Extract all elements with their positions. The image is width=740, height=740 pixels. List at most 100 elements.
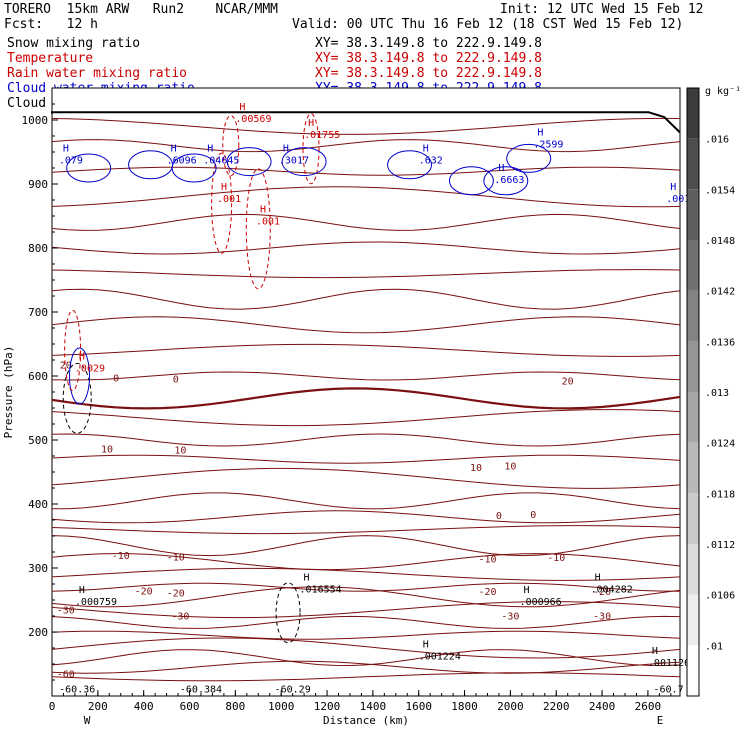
max-marker: H — [423, 640, 429, 651]
max-value-label: .001126 — [648, 658, 690, 669]
cloud-water-contour — [281, 147, 327, 177]
rain-contour — [302, 113, 320, 185]
field-xy: XY= 38.3.149.8 to 222.9.149.8 — [315, 36, 542, 51]
colorbar-frame — [686, 87, 700, 697]
cloud-water-contour — [171, 153, 217, 183]
isotherm-line — [51, 535, 681, 557]
isotherm-label: 0 — [496, 511, 502, 522]
isotherm-label: -30 — [171, 611, 189, 622]
field-xy: XY= 38.3.149.8 to 222.9.149.8 — [315, 66, 542, 81]
max-marker: H — [260, 204, 266, 215]
top-value-label: -60.384 — [180, 684, 222, 695]
isotherm-label: 0 — [530, 510, 536, 521]
max-value-label: .004282 — [591, 584, 633, 595]
isotherm-label: -10 — [112, 551, 130, 562]
max-marker: H — [221, 182, 227, 193]
x-tick-label: 400 — [134, 700, 154, 713]
x-tick-label: 2200 — [543, 700, 570, 713]
top-value-label: -60.7 — [653, 684, 683, 695]
colorbar-swatch — [687, 138, 699, 190]
colorbar-swatch — [687, 240, 699, 291]
x-tick-label: 1600 — [405, 700, 432, 713]
isotherm-label: 10 — [470, 463, 482, 474]
x-tick-label: 600 — [180, 700, 200, 713]
isotherm-label: 20 — [60, 360, 72, 371]
colorbar-swatch — [687, 341, 699, 392]
terrain-line — [51, 111, 681, 134]
isotherm-label: -10 — [167, 552, 185, 563]
max-value-label: .001 — [217, 194, 241, 205]
max-value-label: .00569 — [235, 114, 271, 125]
forecast-hour: Fcst: 12 h — [4, 17, 98, 32]
max-marker: H — [171, 144, 177, 155]
isotherm-label: 10 — [504, 462, 516, 473]
isotherm-line — [51, 269, 681, 279]
max-marker: H — [207, 144, 213, 155]
y-tick-label: 600 — [28, 370, 48, 383]
colorbar-swatch — [687, 392, 699, 443]
colorbar-label: .013 — [705, 388, 729, 399]
isotherm-line — [51, 601, 681, 619]
terrain-layer — [51, 111, 681, 134]
max-marker: H — [239, 102, 245, 113]
x-tick-label: 2400 — [589, 700, 616, 713]
plot-area — [51, 87, 681, 697]
rain-contour — [222, 115, 240, 177]
max-value-label: .000966 — [520, 597, 562, 608]
max-marker: H — [595, 572, 601, 583]
max-value-label: .6096 — [167, 156, 197, 167]
isotherm-label: -30 — [593, 611, 611, 622]
colorbar-unit: g kg⁻¹ — [705, 86, 740, 97]
model-config: 15km ARW — [66, 2, 130, 17]
isotherm-line — [51, 316, 681, 334]
isotherm-line — [51, 672, 681, 682]
isotherm-line — [51, 371, 681, 381]
isotherm-label: -20 — [593, 587, 611, 598]
isotherm-label: -60 — [57, 670, 75, 681]
y-tick-label: 700 — [28, 306, 48, 319]
max-value-label: .000759 — [75, 597, 117, 608]
isotherm-label: -10 — [547, 553, 565, 564]
isotherm-line — [51, 139, 681, 153]
isotherm-label: -20 — [167, 588, 185, 599]
colorbar-swatch — [687, 88, 699, 139]
snow-contour — [62, 362, 92, 434]
rain-contour — [245, 168, 271, 290]
colorbar-swatch — [687, 594, 699, 646]
x-tick-label: 0 — [49, 700, 56, 713]
model-org: NCAR/MMM — [215, 2, 278, 17]
cloud-water-contour — [448, 166, 494, 196]
max-marker: H — [652, 646, 658, 657]
max-marker: H — [498, 163, 504, 174]
isotherm-label: 10 — [174, 446, 186, 457]
max-value-label: .0017 — [666, 194, 696, 205]
y-tick-label: 500 — [28, 434, 48, 447]
isotherm-line — [51, 454, 681, 464]
isotherm-label: 0 — [113, 373, 119, 384]
isotherm-line — [51, 660, 681, 674]
x-tick-label: 2600 — [635, 700, 662, 713]
max-value-label: .001224 — [419, 652, 461, 663]
field-xy: XY= 38.3.149.8 to 222.9.149.8 — [315, 51, 542, 66]
max-marker: H — [423, 144, 429, 155]
max-marker: H — [79, 585, 85, 596]
y-tick-label: 800 — [28, 242, 48, 255]
x-axis: 0 200 400 600 800 1000 1200 1400 1600 1800 2000 220… — [49, 690, 672, 727]
field-name: Temperature — [7, 51, 94, 66]
x-tick-label: 2000 — [497, 700, 524, 713]
isotherm-label: -20 — [478, 587, 496, 598]
isotherm-line — [51, 553, 681, 571]
cloud-water-contour — [483, 166, 529, 196]
y-tick-label: 300 — [28, 562, 48, 575]
isotherm-line — [51, 241, 681, 255]
y-tick-label: 200 — [28, 626, 48, 639]
max-marker: H — [63, 144, 69, 155]
colorbar-swatch — [687, 189, 699, 240]
rain-contour — [64, 309, 82, 391]
isotherm-line — [51, 525, 681, 535]
colorbar-swatch — [687, 493, 699, 544]
colorbar-swatch — [687, 645, 699, 696]
x-tick-label: 1800 — [451, 700, 478, 713]
